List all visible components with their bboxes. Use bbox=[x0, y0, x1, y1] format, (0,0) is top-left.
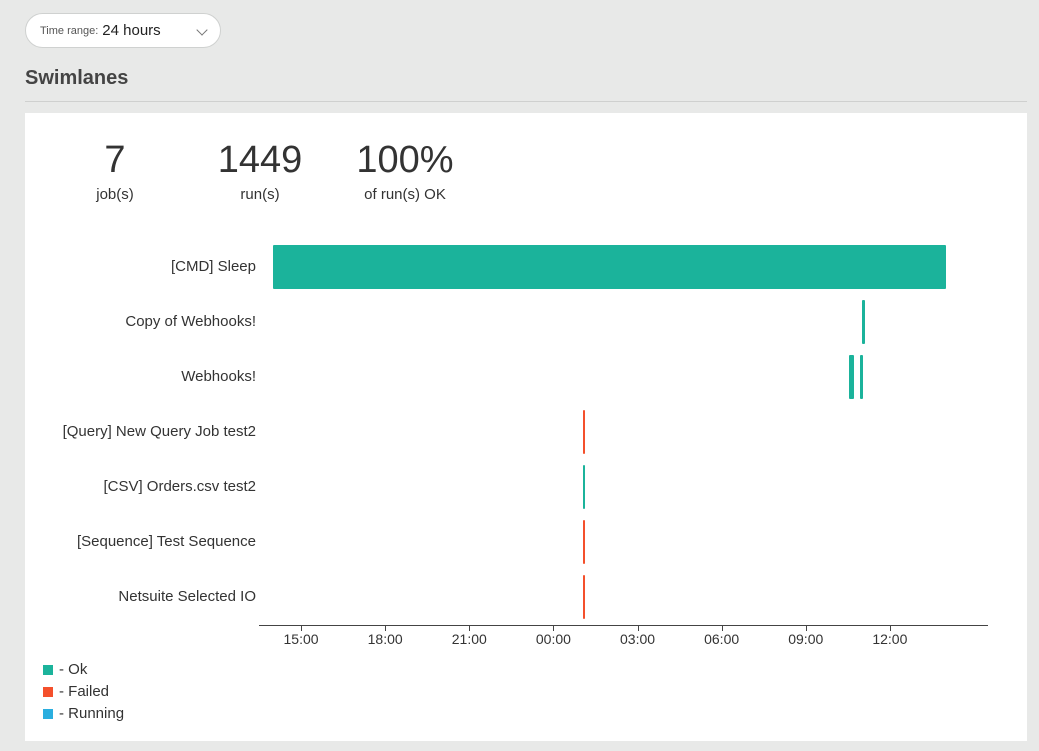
legend-running-label: - Running bbox=[59, 705, 125, 722]
x-axis-tick-label: 21:00 bbox=[451, 631, 487, 647]
x-axis-tick bbox=[301, 625, 303, 631]
legend-swatch-ok bbox=[43, 664, 53, 675]
x-axis-tick bbox=[637, 625, 639, 631]
time-range-dropdown[interactable]: Time range: 24 hours bbox=[25, 13, 221, 48]
legend-failed-label: - Failed bbox=[59, 683, 110, 700]
stat-ok: 100% of run(s) OK bbox=[345, 137, 465, 203]
lane-label: [CSV] Orders.csv test2 bbox=[103, 478, 256, 495]
run-bar-failed[interactable] bbox=[582, 520, 585, 564]
stat-runs: 1449 run(s) bbox=[200, 137, 320, 203]
lane-label: [Sequence] Test Sequence bbox=[76, 533, 256, 550]
run-bar-ok[interactable] bbox=[860, 355, 864, 399]
x-axis-tick bbox=[889, 625, 891, 631]
x-axis-tick-label: 15:00 bbox=[283, 631, 319, 647]
x-axis-tick bbox=[469, 625, 471, 631]
x-axis-tick-label: 18:00 bbox=[367, 631, 403, 647]
run-bar-ok[interactable] bbox=[273, 245, 946, 289]
time-range-label: Time range: bbox=[40, 24, 99, 37]
lane-label: Copy of Webhooks! bbox=[125, 313, 256, 330]
x-axis-tick-label: 09:00 bbox=[788, 631, 824, 647]
lane-label: [CMD] Sleep bbox=[170, 258, 256, 275]
lane-label: [Query] New Query Job test2 bbox=[62, 423, 256, 440]
lane-label: Webhooks! bbox=[181, 368, 256, 385]
x-axis-tick bbox=[721, 625, 723, 631]
legend-ok: - Ok bbox=[43, 661, 87, 678]
section-divider bbox=[25, 101, 1027, 102]
x-axis-line bbox=[259, 625, 988, 626]
run-bar-ok[interactable] bbox=[861, 300, 865, 344]
run-bar-ok[interactable] bbox=[582, 465, 585, 509]
legend-failed: - Failed bbox=[43, 683, 109, 700]
stat-runs-label: run(s) bbox=[240, 186, 280, 203]
stat-jobs-value: 7 bbox=[104, 139, 126, 181]
swimlanes-panel: 7 job(s) 1449 run(s) 100% of run(s) OK [… bbox=[25, 113, 1027, 741]
run-bar-failed[interactable] bbox=[582, 575, 585, 619]
x-axis-tick bbox=[805, 625, 807, 631]
lane-label: Netsuite Selected IO bbox=[118, 588, 256, 605]
stat-runs-value: 1449 bbox=[217, 139, 303, 181]
run-bar-failed[interactable] bbox=[582, 410, 585, 454]
chevron-down-icon bbox=[196, 24, 208, 36]
stat-ok-value: 100% bbox=[356, 139, 454, 181]
x-axis-tick-label: 00:00 bbox=[535, 631, 571, 647]
section-title: Swimlanes bbox=[25, 67, 129, 89]
x-axis-tick bbox=[553, 625, 555, 631]
legend-swatch-running bbox=[43, 708, 53, 719]
legend-ok-label: - Ok bbox=[59, 661, 88, 678]
x-axis-tick-label: 12:00 bbox=[872, 631, 908, 647]
stat-jobs: 7 job(s) bbox=[65, 137, 165, 203]
x-axis-tick-label: 06:00 bbox=[704, 631, 740, 647]
run-bar-ok[interactable] bbox=[849, 355, 854, 399]
x-axis-tick bbox=[385, 625, 387, 631]
legend-swatch-failed bbox=[43, 686, 53, 697]
stat-ok-label: of run(s) OK bbox=[364, 186, 446, 203]
stat-jobs-label: job(s) bbox=[96, 186, 134, 203]
x-axis-tick-label: 03:00 bbox=[619, 631, 656, 647]
time-range-value: 24 hours bbox=[102, 22, 161, 39]
legend-running: - Running bbox=[43, 705, 124, 722]
